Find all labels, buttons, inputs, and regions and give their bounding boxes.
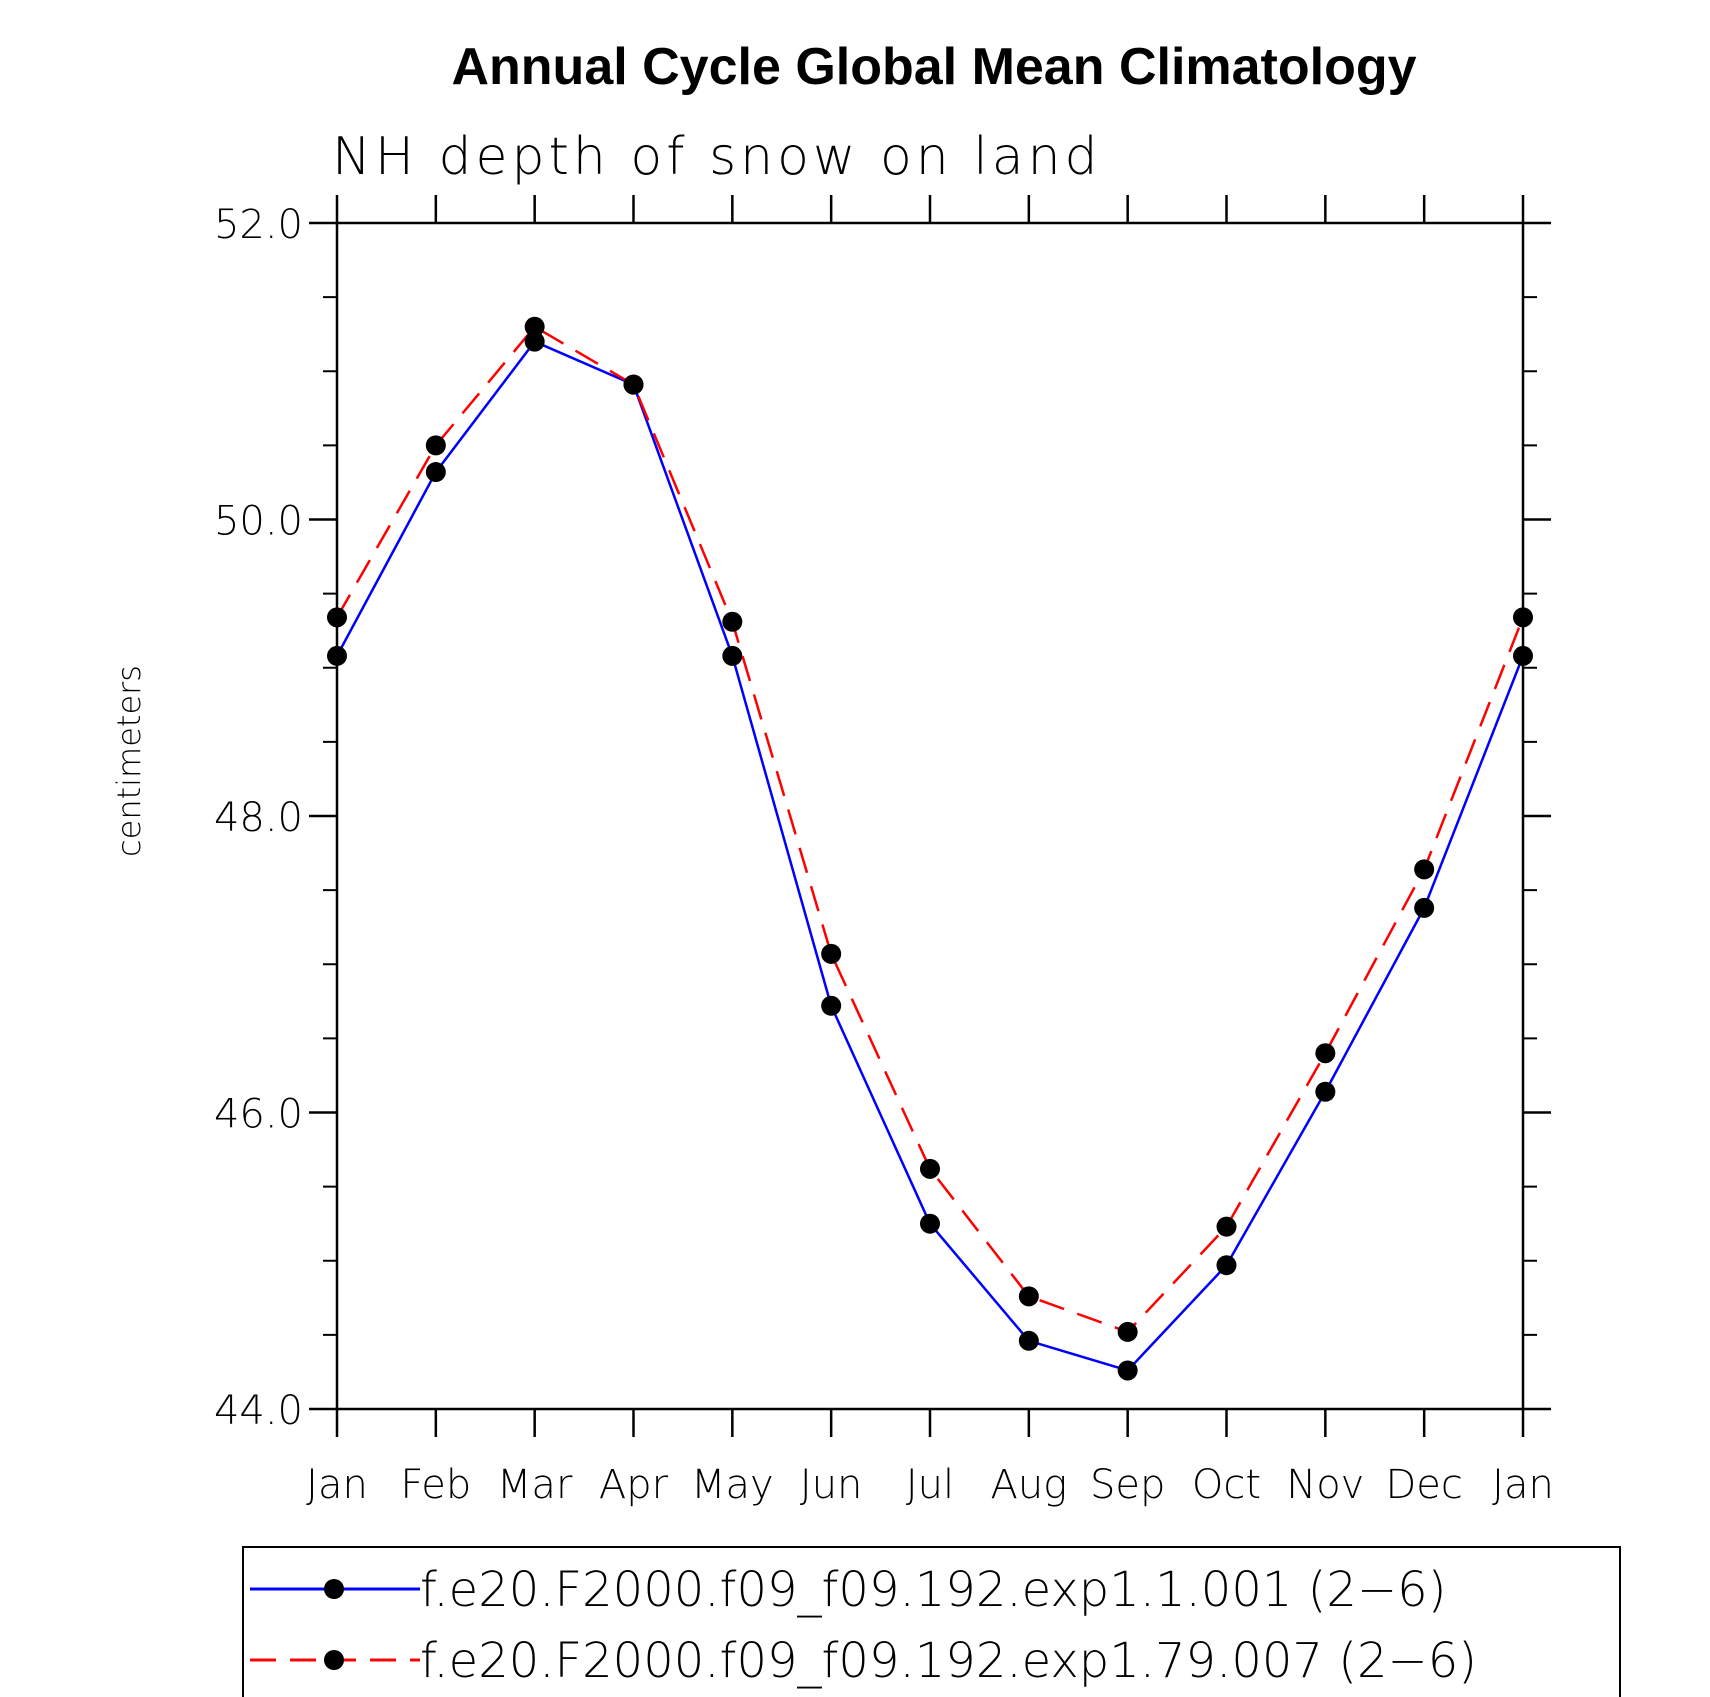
series-2-point [1315,1043,1336,1064]
series-2-point [1216,1216,1237,1237]
series-1-point [1117,1360,1138,1381]
series-2-point [1018,1286,1039,1307]
series-1-point [722,645,743,666]
axis-ticks [309,195,1551,1437]
x-tick-label: May [691,1462,774,1508]
x-tick-label: Aug [990,1462,1067,1508]
y-tick-label: 50.0 [214,499,303,545]
series-2-point [920,1158,940,1179]
series-1-point [524,331,545,352]
series-2-point [327,607,347,628]
y-axis-label: centimeters [110,665,148,857]
series-2-point [623,374,644,395]
x-tick-label: Jan [1492,1462,1554,1508]
series-layer [327,316,1533,1381]
series-1-point [1018,1330,1039,1351]
y-tick-label: 52.0 [214,202,303,248]
x-tick-label: Nov [1286,1462,1364,1508]
legend: f.e20.F2000.f09_f09.192.exp1.1.001 (2−6)… [242,1546,1621,1697]
series-2-point [524,316,545,337]
x-tick-label: Jul [906,1462,954,1508]
series-1-point [425,462,446,483]
legend-box [242,1546,1621,1697]
x-tick-labels: Jan Feb Mar Apr May Jun Jul Aug Sep Oct Nov Dec Jan [306,1462,1554,1508]
x-tick-label: Dec [1385,1462,1462,1508]
legend-label-series-2: f.e20.F2000.f09_f09.192.exp1.79.007 (2−6… [420,1633,1477,1689]
chart-title: Annual Cycle Global Mean Climatology [451,38,1416,96]
x-tick-label: Mar [497,1462,573,1508]
series-2-point [1513,607,1533,628]
series-1-point [821,995,842,1016]
series-2-point [722,611,743,632]
series-2-point [1414,859,1435,880]
y-tick-label: 44.0 [214,1388,303,1434]
x-tick-label: Jan [306,1462,368,1508]
legend-label-series-1: f.e20.F2000.f09_f09.192.exp1.1.001 (2−6) [420,1562,1446,1618]
series-2-point [1117,1321,1138,1342]
x-tick-label: Oct [1192,1462,1261,1508]
series-1-point [1513,645,1533,666]
legend-marker-series-1 [324,1579,344,1599]
x-tick-label: Jun [800,1462,863,1508]
series-1-point [327,645,347,666]
y-tick-labels: 44.0 46.0 48.0 50.0 52.0 [214,202,303,1434]
series-1-point [1414,897,1435,918]
chart-subtitle: NH depth of snow on land [332,127,1102,187]
series-1-point [1216,1255,1237,1276]
series-2-point [821,943,842,964]
x-tick-label: Feb [400,1462,471,1508]
series-line-2 [335,325,1525,1334]
y-tick-label: 46.0 [214,1092,303,1138]
legend-marker-series-2 [324,1650,344,1670]
x-tick-label: Apr [599,1462,669,1508]
series-2-point [425,435,446,456]
x-tick-label: Sep [1090,1462,1165,1508]
series-1-point [920,1213,940,1234]
series-1-point [1315,1081,1336,1102]
y-tick-label: 48.0 [214,795,303,841]
